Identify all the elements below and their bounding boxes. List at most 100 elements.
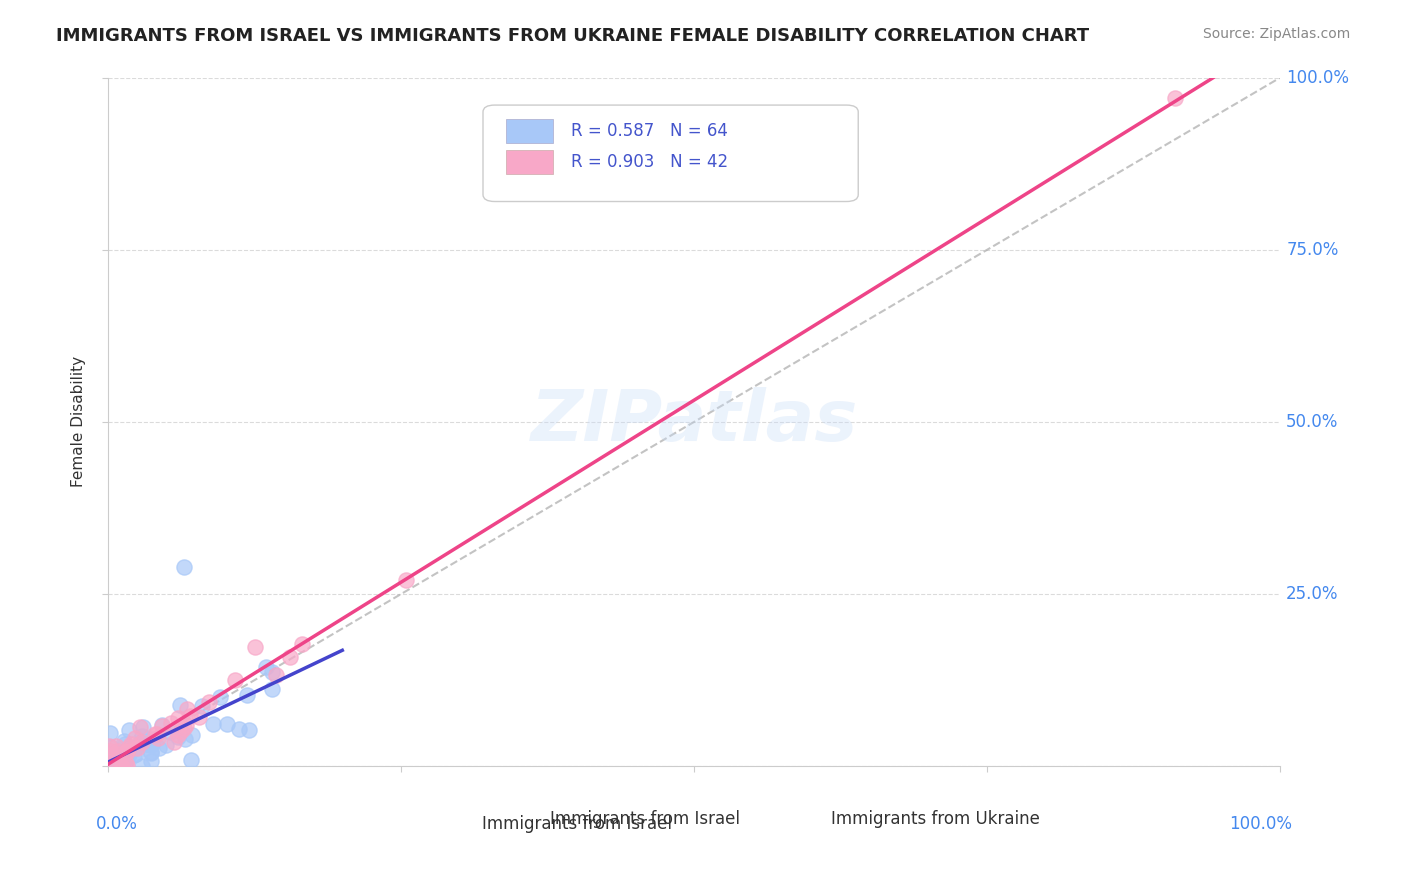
Text: Immigrants from Israel: Immigrants from Israel: [482, 814, 672, 832]
Point: [105, 750, 128, 764]
Point: [105, 758, 128, 772]
Point: [159, 724, 181, 739]
Point: [128, 735, 150, 749]
Point: [159, 716, 181, 731]
Point: [103, 758, 125, 772]
Point: [108, 757, 131, 772]
Point: [114, 758, 136, 772]
Text: ZIPatlas: ZIPatlas: [530, 387, 858, 457]
Point: [107, 747, 129, 761]
Point: [262, 665, 284, 680]
Point: [169, 723, 191, 738]
Point: [188, 710, 211, 724]
Point: [176, 702, 198, 716]
Point: [104, 758, 127, 772]
Point: [115, 758, 138, 772]
Text: 50.0%: 50.0%: [1286, 413, 1339, 431]
Point: [104, 758, 127, 772]
Point: [134, 737, 156, 751]
Text: 25.0%: 25.0%: [1286, 585, 1339, 603]
Point: [100, 744, 122, 758]
Point: [98, 726, 121, 740]
Point: [107, 747, 129, 762]
Point: [173, 722, 195, 736]
Point: [139, 754, 162, 768]
Point: [112, 734, 135, 748]
Text: 100.0%: 100.0%: [1286, 69, 1350, 87]
Point: [224, 673, 246, 687]
Text: 100.0%: 100.0%: [1229, 814, 1292, 832]
Point: [107, 744, 129, 758]
Point: [163, 735, 186, 749]
Y-axis label: Female Disability: Female Disability: [72, 357, 86, 488]
Point: [180, 754, 202, 768]
Point: [141, 737, 163, 751]
Point: [228, 722, 250, 736]
Point: [169, 698, 191, 713]
Point: [155, 738, 177, 752]
Point: [395, 573, 418, 587]
Point: [98, 758, 121, 772]
Point: [100, 755, 122, 769]
Point: [105, 758, 128, 772]
Point: [150, 719, 173, 733]
Point: [179, 709, 201, 723]
Point: [115, 745, 138, 759]
Point: [112, 746, 135, 760]
Point: [167, 711, 190, 725]
FancyBboxPatch shape: [506, 150, 554, 174]
Point: [115, 747, 138, 762]
Point: [98, 756, 121, 771]
Point: [131, 720, 153, 734]
Point: [117, 750, 139, 764]
Point: [291, 637, 314, 651]
Point: [100, 747, 122, 762]
Point: [124, 748, 146, 763]
Point: [118, 723, 141, 737]
FancyBboxPatch shape: [519, 811, 547, 829]
Point: [278, 649, 301, 664]
Point: [124, 731, 146, 745]
Point: [117, 744, 139, 758]
Text: Immigrants from Israel: Immigrants from Israel: [550, 810, 740, 829]
Point: [173, 559, 195, 574]
Point: [131, 758, 153, 772]
Point: [131, 734, 153, 748]
Point: [131, 729, 153, 743]
Point: [103, 758, 125, 772]
Point: [254, 659, 277, 673]
Point: [127, 741, 149, 756]
Point: [236, 688, 259, 702]
Point: [100, 740, 122, 755]
FancyBboxPatch shape: [506, 119, 554, 143]
Point: [146, 727, 169, 741]
Point: [174, 731, 197, 746]
Point: [107, 758, 129, 772]
Point: [110, 758, 132, 772]
Point: [143, 727, 166, 741]
Point: [238, 723, 260, 738]
Point: [197, 695, 219, 709]
Point: [141, 732, 163, 747]
Point: [180, 728, 202, 742]
Point: [111, 758, 134, 772]
Point: [148, 731, 170, 745]
Point: [124, 740, 146, 755]
Point: [114, 737, 136, 751]
Point: [245, 640, 267, 655]
Text: Source: ZipAtlas.com: Source: ZipAtlas.com: [1202, 27, 1350, 41]
Point: [105, 739, 128, 753]
Point: [167, 728, 190, 742]
Text: Immigrants from Ukraine: Immigrants from Ukraine: [831, 810, 1040, 829]
Point: [139, 738, 162, 752]
Point: [191, 698, 214, 713]
Point: [166, 731, 188, 745]
Point: [118, 743, 141, 757]
Text: R = 0.587   N = 64: R = 0.587 N = 64: [571, 122, 728, 140]
Point: [260, 682, 283, 697]
FancyBboxPatch shape: [800, 811, 830, 829]
Point: [264, 668, 287, 682]
Text: 0.0%: 0.0%: [96, 814, 138, 832]
Point: [129, 720, 152, 734]
Text: 75.0%: 75.0%: [1286, 241, 1339, 259]
